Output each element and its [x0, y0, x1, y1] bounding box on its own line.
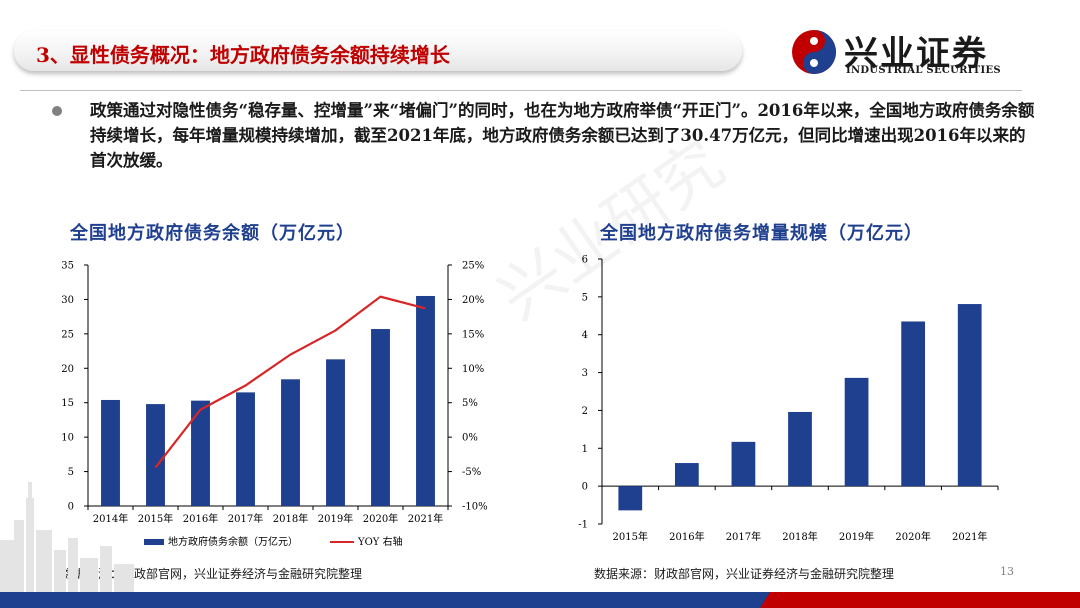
chart1-source: 数据来源：财政部官网，兴业证券经济与金融研究院整理	[62, 567, 363, 581]
chart1-bar	[416, 295, 435, 506]
chart1-left-tick-label: 25	[61, 329, 74, 340]
title-pill	[14, 31, 742, 71]
footer-bar	[0, 592, 1080, 608]
chart2-tick-label: 2	[582, 406, 588, 417]
brand-name: 兴业证券	[844, 34, 988, 74]
chart1-bar	[146, 404, 165, 506]
chart1-right-tick-label: -5%	[462, 467, 481, 478]
chart2-tick-label: -1	[578, 520, 588, 531]
chart1-right-tick-label: 5%	[462, 398, 478, 409]
chart2-bar	[618, 486, 643, 511]
chart1-left-tick-label: 30	[61, 295, 74, 306]
chart1-bar	[191, 400, 210, 506]
chart1-right-tick-label: 25%	[462, 261, 484, 272]
chart1-left-tick-label: 10	[61, 433, 74, 444]
chart2-source: 数据来源：财政部官网，兴业证券经济与金融研究院整理	[594, 567, 895, 581]
header-divider	[20, 90, 1022, 91]
chart2-x-tick-label: 2018年	[782, 530, 817, 543]
chart1-title: 全国地方政府债务余额（万亿元）	[70, 223, 355, 244]
chart1-right-tick-label: 15%	[462, 329, 484, 340]
brand-logo: 兴业证券 INDUSTRIAL SECURITIES	[790, 28, 1020, 78]
chart1-left-tick-label: 0	[68, 502, 74, 513]
chart2-bar	[957, 304, 982, 487]
chart1-left-tick-label: 20	[61, 364, 74, 375]
chart1-right-tick-label: 10%	[462, 364, 484, 375]
logo-mark-icon	[792, 30, 836, 74]
chart2-title: 全国地方政府债务增量规模（万亿元）	[600, 223, 923, 244]
chart2-tick-label: 3	[582, 368, 588, 379]
chart2-bar	[901, 321, 926, 487]
chart1-x-tick-label: 2020年	[363, 512, 398, 525]
chart1-bar	[326, 359, 345, 506]
chart1-x-tick-label: 2016年	[183, 512, 218, 525]
chart1-x-tick-label: 2018年	[273, 512, 308, 525]
brand-name-en: INDUSTRIAL SECURITIES	[846, 65, 1001, 76]
chart2-debt-increment: -1 0 1 2 3 4 5 6 2015年 2016年 2017年 2018年 2019年 2020年 2…	[578, 255, 999, 543]
chart1-debt-balance: 0 5 10 15 20 25 30 35 -10% -5% 0% 5% 10% 15% 20% 25% 201…	[61, 261, 488, 549]
chart2-x-tick-label: 2020年	[895, 530, 930, 543]
chart1-legend-bar-label: 地方政府债务余额（万亿元）	[168, 535, 298, 548]
chart2-x-tick-label: 2019年	[839, 530, 874, 543]
chart2-tick-label: 0	[582, 482, 588, 493]
chart2-x-tick-label: 2017年	[726, 530, 761, 543]
chart1-bar	[101, 399, 120, 506]
chart2-bar	[844, 377, 869, 487]
chart1-bar	[236, 392, 255, 506]
chart1-yoy-line	[154, 295, 426, 469]
chart1-x-tick-label: 2019年	[318, 512, 353, 525]
chart1-left-tick-label: 35	[61, 261, 74, 272]
chart1-x-tick-label: 2021年	[408, 512, 443, 525]
summary-paragraph: 政策通过对隐性债务“稳存量、控增量”来“堵偏门”的同时，也在为地方政府举债“开正…	[90, 101, 1035, 170]
chart2-x-tick-label: 2021年	[952, 530, 987, 543]
chart1-left-tick-label: 15	[61, 398, 74, 409]
title-bar: 3、显性债务概况：地方政府债务余额持续增长	[14, 31, 742, 75]
chart2-tick-label: 4	[582, 330, 588, 341]
chart1-bar	[281, 379, 300, 506]
chart1-right-tick-label: -10%	[462, 502, 488, 513]
chart1-right-tick-label: 20%	[462, 295, 484, 306]
chart1-x-tick-label: 2014年	[93, 512, 128, 525]
chart2-bar	[674, 463, 699, 487]
page-number: 13	[1000, 565, 1014, 578]
chart1-legend-bar-swatch	[144, 539, 164, 545]
chart2-bar	[731, 441, 756, 487]
chart1-x-tick-label: 2017年	[228, 512, 263, 525]
chart2-x-tick-label: 2016年	[669, 530, 704, 543]
chart1-left-tick-label: 5	[68, 467, 74, 478]
chart2-tick-label: 5	[582, 292, 588, 303]
chart2-bar	[788, 411, 812, 487]
chart1-legend-line-label: YOY 右轴	[357, 535, 403, 548]
chart2-x-tick-label: 2015年	[613, 530, 648, 543]
page-title: 3、显性债务概况：地方政府债务余额持续增长	[36, 43, 450, 67]
chart1-right-tick-label: 0%	[462, 433, 478, 444]
chart1-bar	[371, 329, 390, 506]
chart1-x-tick-label: 2015年	[138, 512, 173, 525]
chart2-tick-label: 1	[582, 444, 588, 455]
bullet-icon	[52, 106, 62, 116]
skyline-decoration	[0, 482, 134, 592]
chart2-tick-label: 6	[582, 255, 588, 266]
